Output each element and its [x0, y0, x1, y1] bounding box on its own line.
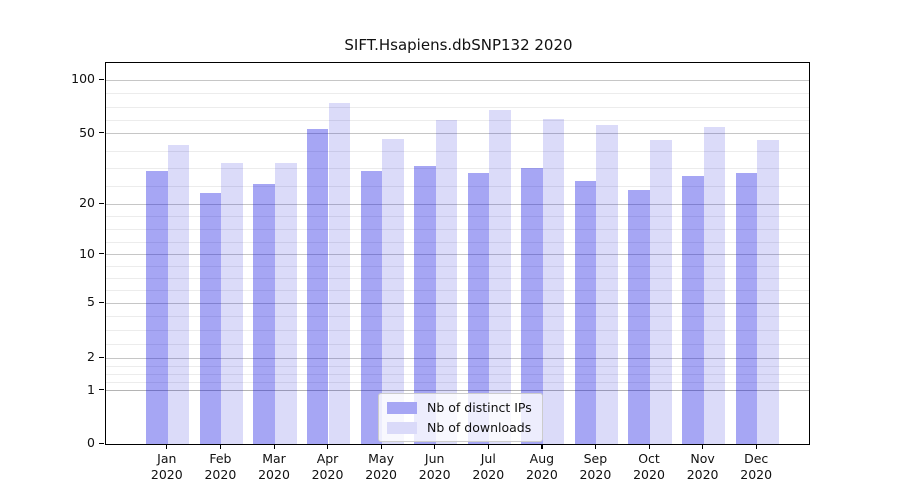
x-tick-label: Aug 2020 [525, 451, 558, 482]
x-tick [702, 444, 704, 449]
y-gridline-minor [106, 316, 809, 318]
bar-distinct-ips [414, 165, 436, 444]
legend-item-downloads: Nb of downloads [387, 420, 532, 435]
bar-downloads [596, 125, 618, 444]
bar-distinct-ips [574, 181, 597, 444]
x-tick-label: Nov 2020 [686, 451, 719, 482]
y-tick-label: 0 [87, 435, 95, 450]
x-tick [380, 444, 382, 449]
bar-distinct-ips [306, 129, 329, 444]
y-tick-label: 10 [79, 245, 95, 261]
x-tick-label: May 2020 [365, 451, 397, 482]
bar-distinct-ips [682, 175, 704, 444]
y-gridline-minor [106, 186, 809, 187]
x-tick [434, 444, 436, 449]
bar-distinct-ips [521, 168, 543, 444]
y-gridline-minor [106, 228, 809, 230]
y-gridline-minor [106, 382, 809, 384]
y-tick [99, 389, 104, 391]
y-gridline-minor [106, 343, 809, 345]
x-tick [166, 444, 168, 449]
y-gridline-minor [106, 168, 809, 170]
bar-distinct-ips [735, 173, 758, 444]
y-gridline-minor [106, 365, 809, 367]
bar-distinct-ips [467, 173, 490, 444]
y-gridline-major [106, 302, 809, 304]
bar-downloads [328, 102, 351, 444]
x-tick-label: Jan 2020 [150, 451, 183, 482]
legend: Nb of distinct IPs Nb of downloads [378, 393, 543, 442]
y-gridline-minor [106, 216, 809, 218]
y-gridline-minor [106, 106, 809, 108]
x-tick [755, 444, 757, 449]
bar-distinct-ips [628, 190, 650, 444]
y-gridline-minor [106, 241, 809, 243]
y-tick-label: 20 [79, 195, 95, 210]
y-gridline-minor [106, 120, 809, 121]
legend-label-downloads: Nb of downloads [427, 420, 532, 435]
y-gridline-major [106, 254, 809, 256]
bar-downloads [489, 110, 511, 444]
y-gridline-minor [106, 278, 809, 280]
y-tick-label: 1 [87, 381, 95, 397]
x-tick-label: Jul 2020 [472, 451, 505, 482]
bar-downloads [275, 163, 297, 444]
bar-downloads [167, 145, 190, 444]
y-tick-label: 50 [79, 124, 95, 140]
bar-downloads [435, 119, 458, 444]
chart-title: SIFT.Hsapiens.dbSNP132 2020 [344, 36, 573, 54]
x-tick-label: Apr 2020 [311, 451, 344, 482]
x-tick-label: Jun 2020 [418, 451, 451, 482]
x-tick [541, 444, 543, 449]
y-tick [99, 301, 104, 303]
y-gridline-major [106, 357, 809, 359]
bar-distinct-ips [199, 193, 222, 444]
x-tick [648, 444, 650, 449]
x-tick-label: Oct 2020 [633, 451, 665, 482]
y-gridline-major [106, 390, 809, 392]
y-gridline-minor [106, 150, 809, 152]
x-tick [594, 444, 597, 449]
y-tick [99, 202, 104, 204]
legend-item-distinct-ips: Nb of distinct IPs [387, 400, 532, 415]
bar-downloads [650, 140, 672, 444]
y-gridline-minor [106, 374, 809, 375]
x-tick-label: Mar 2020 [258, 451, 290, 482]
y-tick [99, 132, 104, 134]
legend-swatch-distinct-ips [387, 401, 417, 414]
x-tick-label: Feb 2020 [204, 451, 237, 482]
bar-distinct-ips [360, 170, 383, 444]
bar-downloads [542, 118, 565, 444]
y-tick-label: 100 [71, 71, 95, 87]
x-tick [327, 444, 329, 449]
bar-downloads [382, 138, 404, 444]
y-gridline-major [106, 133, 809, 135]
plot-area: Nb of distinct IPs Nb of downloads [105, 62, 810, 445]
bar-downloads [703, 126, 726, 444]
bar-distinct-ips [146, 170, 168, 444]
y-gridline-minor [106, 330, 809, 332]
y-tick-label: 2 [87, 349, 95, 365]
y-tick [99, 442, 104, 444]
y-tick [99, 78, 104, 81]
x-tick-label: Sep 2020 [579, 451, 612, 482]
bar-downloads [221, 163, 243, 444]
y-tick-label: 5 [87, 294, 95, 309]
legend-label-distinct-ips: Nb of distinct IPs [427, 400, 532, 415]
x-tick [487, 444, 489, 449]
y-gridline-major [106, 203, 809, 205]
x-tick [273, 444, 275, 449]
y-tick [99, 356, 104, 358]
legend-swatch-downloads [387, 421, 417, 434]
bar-distinct-ips [253, 183, 275, 444]
bar-downloads [757, 140, 779, 444]
x-tick-label: Dec 2020 [740, 451, 773, 482]
y-tick [99, 253, 104, 255]
y-gridline-minor [106, 290, 809, 292]
x-tick [219, 444, 222, 449]
y-gridline-minor [106, 266, 809, 268]
y-gridline-minor [106, 93, 809, 95]
y-gridline-major [106, 79, 809, 81]
